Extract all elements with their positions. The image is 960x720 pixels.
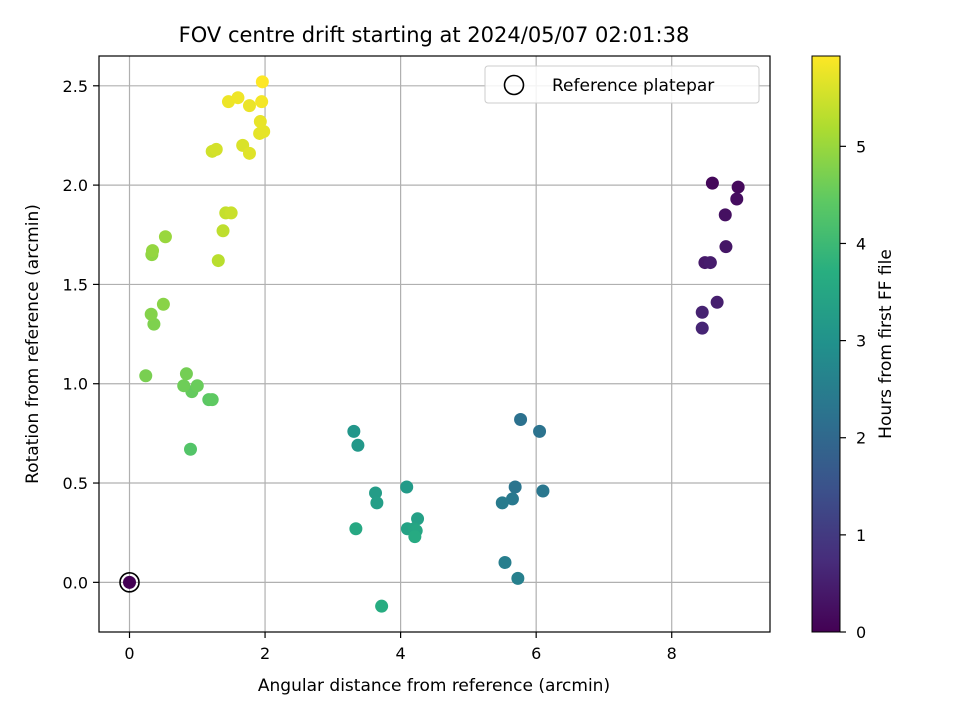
scatter-point — [349, 522, 363, 536]
scatter-point — [255, 95, 269, 109]
plot-frame — [98, 55, 771, 633]
colorbar-tick-label: 0 — [856, 623, 866, 642]
scatter-point — [253, 115, 267, 129]
scatter-point — [351, 438, 365, 452]
scatter-point — [179, 367, 193, 381]
scatter-point — [224, 206, 238, 220]
scatter-point — [498, 555, 512, 569]
scatter-point — [511, 571, 525, 585]
y-tick-label: 0.5 — [63, 474, 88, 493]
colorbar-tick-label: 5 — [856, 137, 866, 156]
scatter-point — [695, 305, 709, 319]
scatter-point — [533, 424, 547, 438]
scatter-point — [370, 496, 384, 510]
scatter-point — [400, 480, 414, 494]
scatter-point — [375, 599, 389, 613]
scatter-point — [718, 208, 732, 222]
scatter-point — [703, 256, 717, 270]
scatter-point — [731, 180, 745, 194]
scatter-point — [411, 512, 425, 526]
x-tick-label: 8 — [667, 644, 677, 663]
y-axis-label: Rotation from reference (arcmin) — [23, 204, 43, 484]
scatter-point — [177, 379, 191, 393]
scatter-point — [209, 142, 223, 156]
scatter-point — [242, 99, 256, 113]
scatter-point — [146, 244, 160, 258]
scatter-point — [369, 486, 383, 500]
scatter-point — [257, 124, 271, 138]
colorbar-tick-label: 3 — [856, 332, 866, 351]
legend-entry-reference: Reference platepar — [552, 76, 714, 96]
x-tick-label: 0 — [124, 644, 134, 663]
scatter-point — [231, 91, 245, 105]
x-axis-ticks: 0 2 4 6 8 — [124, 632, 677, 663]
colorbar-tick-label: 4 — [856, 234, 866, 253]
scatter-point — [184, 442, 197, 456]
y-tick-label: 1.0 — [63, 375, 88, 394]
scatter-point — [730, 192, 744, 206]
scatter-point — [347, 424, 361, 438]
scatter-point — [719, 240, 733, 254]
y-tick-label: 2.0 — [63, 176, 88, 195]
scatter-point — [255, 75, 269, 89]
colorbar-ticks: 0 1 2 3 4 5 — [840, 137, 866, 642]
x-tick-label: 2 — [260, 644, 270, 663]
y-axis-ticks: 0.0 0.5 1.0 1.5 2.0 2.5 — [63, 77, 99, 592]
scatter-point — [147, 317, 161, 331]
y-tick-label: 0.0 — [63, 573, 88, 592]
scatter-point — [139, 369, 153, 383]
scatter-point — [505, 492, 519, 506]
x-tick-label: 6 — [531, 644, 541, 663]
scatter-point — [514, 412, 528, 426]
y-tick-label: 2.5 — [63, 77, 88, 96]
scatter-point — [156, 297, 170, 311]
legend: Reference platepar — [484, 65, 760, 104]
legend-marker-icon — [503, 74, 525, 96]
y-tick-label: 1.5 — [63, 275, 88, 294]
colorbar-label: Hours from first FF file — [876, 249, 896, 439]
colorbar: 0 1 2 3 4 5 Hours from first FF file — [811, 55, 896, 642]
chart-title: FOV centre drift starting at 2024/05/07 … — [179, 23, 690, 47]
scatter-point — [508, 480, 522, 494]
data-points — [119, 75, 745, 613]
scatter-point — [408, 530, 422, 544]
scatter-point — [190, 379, 204, 393]
scatter-point — [695, 321, 709, 335]
colorbar-tick-label: 2 — [856, 429, 866, 448]
grid — [99, 56, 770, 632]
x-tick-label: 4 — [396, 644, 406, 663]
colorbar-tick-label: 1 — [856, 526, 866, 545]
x-axis-label: Angular distance from reference (arcmin) — [258, 676, 610, 696]
scatter-point — [144, 307, 158, 321]
reference-platepar-marker — [119, 572, 140, 593]
scatter-point — [123, 575, 136, 589]
scatter-point — [205, 393, 219, 407]
scatter-point — [536, 484, 550, 498]
scatter-point — [705, 176, 719, 190]
colorbar-gradient — [811, 55, 841, 633]
scatter-point — [242, 146, 256, 160]
scatter-point — [211, 254, 225, 268]
scatter-point — [216, 224, 230, 238]
scatter-point — [710, 295, 724, 309]
legend-box — [484, 65, 760, 104]
scatter-point — [158, 230, 172, 244]
scatter-point — [495, 496, 509, 510]
